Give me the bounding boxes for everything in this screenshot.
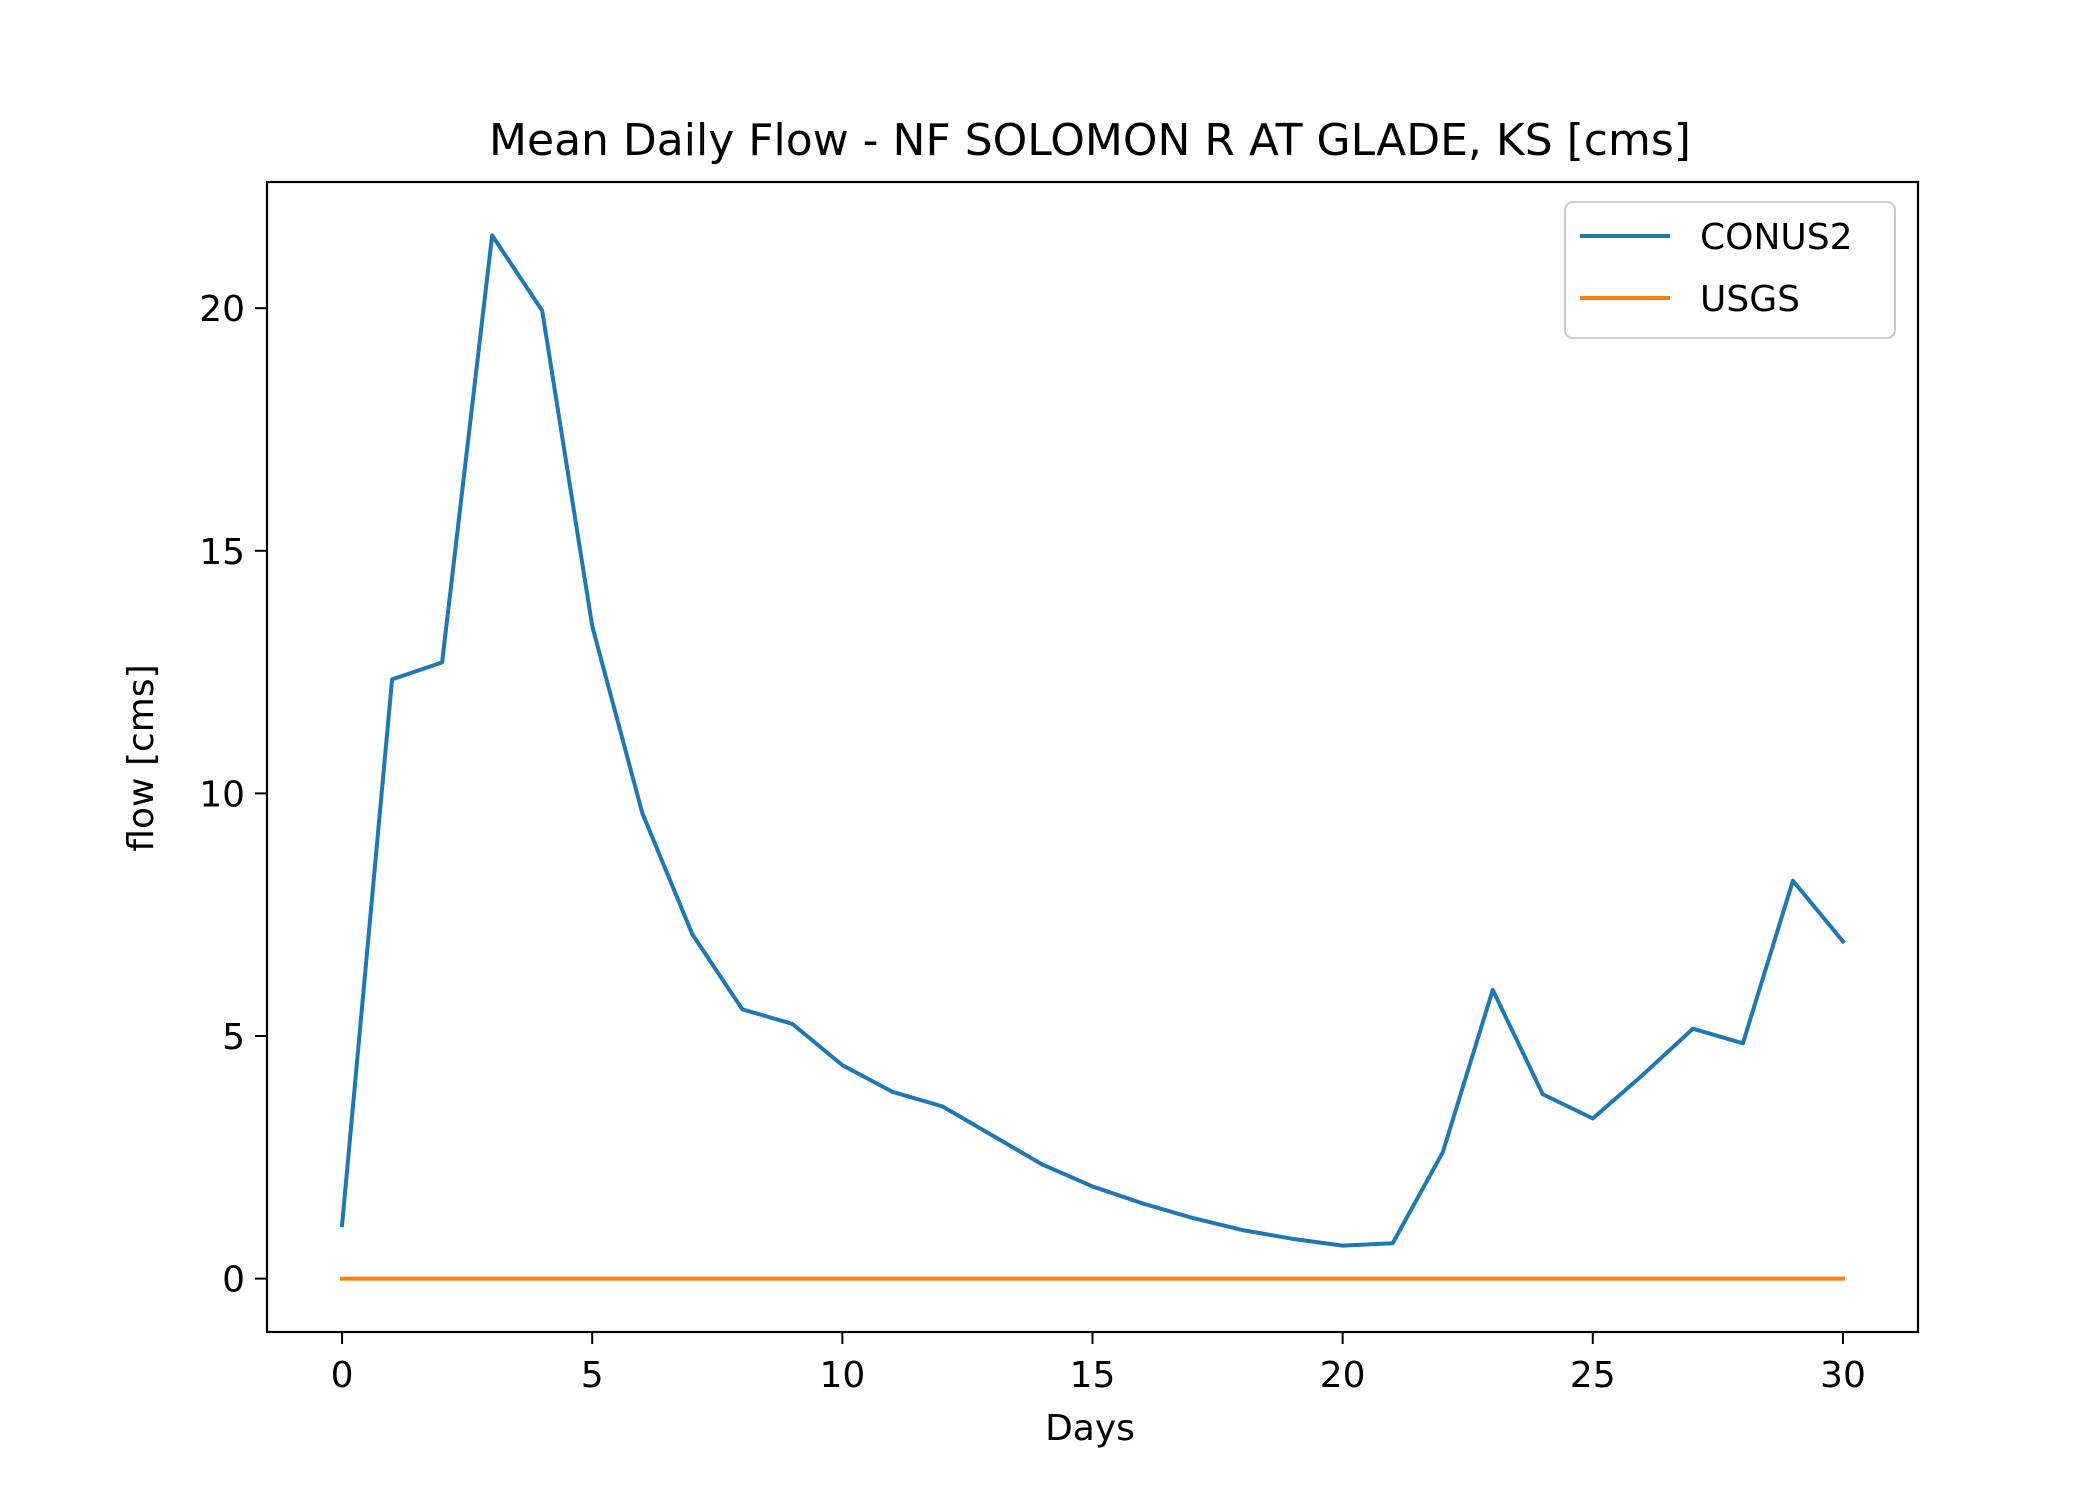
- y-tick-label: 10: [199, 774, 245, 815]
- y-tick-label: 20: [199, 289, 245, 330]
- x-tick-label: 15: [1070, 1355, 1116, 1396]
- series-line-conus2: [339, 233, 1846, 1248]
- x-axis-label: Days: [1045, 1408, 1135, 1449]
- x-tick-label: 0: [331, 1355, 354, 1396]
- y-tick-label: 0: [222, 1260, 245, 1301]
- legend-label-conus2: CONUS2: [1700, 217, 1853, 258]
- x-tick-label: 5: [581, 1355, 604, 1396]
- x-tick-label: 25: [1570, 1355, 1616, 1396]
- y-tick-label: 15: [199, 532, 245, 573]
- chart-title: Mean Daily Flow - NF SOLOMON R AT GLADE,…: [489, 115, 1691, 166]
- y-axis-label: flow [cms]: [121, 664, 162, 851]
- x-tick-label: 20: [1320, 1355, 1366, 1396]
- legend-label-usgs: USGS: [1700, 279, 1800, 320]
- x-tick-label: 10: [819, 1355, 865, 1396]
- plot-area: 0 5 10 15 20 25 30 0 5 10 15 20: [199, 180, 1920, 1396]
- y-tick-label: 5: [222, 1017, 245, 1058]
- x-tick-label: 30: [1820, 1355, 1866, 1396]
- legend: CONUS2 USGS: [1564, 201, 1896, 339]
